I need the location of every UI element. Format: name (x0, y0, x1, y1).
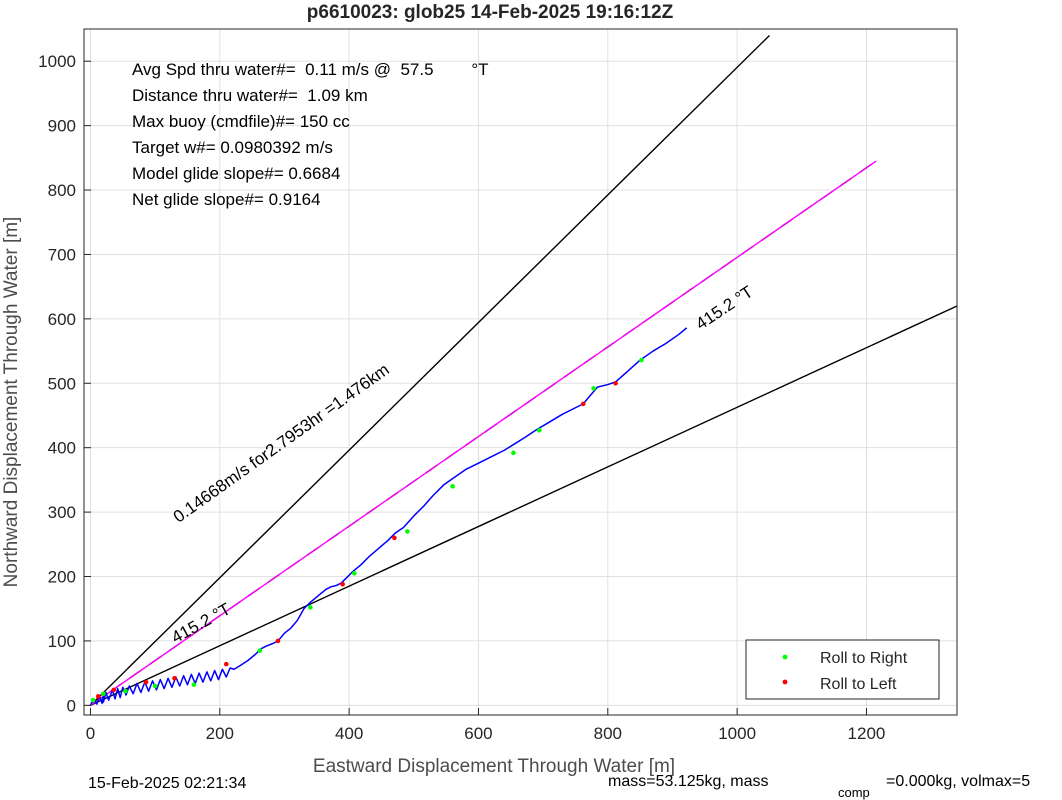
roll-right-point (591, 386, 596, 391)
y-tick-label: 500 (48, 374, 76, 393)
x-tick-label: 600 (464, 724, 492, 743)
roll-left-point (172, 675, 177, 681)
roll-left-point (613, 380, 618, 386)
roll-right-point (536, 427, 542, 433)
roll-left-point (95, 694, 101, 699)
roll-right-point (90, 697, 96, 703)
roll-left-point (392, 535, 397, 541)
x-tick-label: 0 (86, 724, 95, 743)
roll-right-point (352, 570, 357, 576)
y-tick-label: 1000 (38, 52, 76, 71)
info-line: Avg Spd thru water#= 0.11 m/s @ 57.5 °T (132, 60, 489, 79)
roll-left-point (275, 638, 281, 644)
roll-left-point (111, 687, 117, 693)
legend-marker-roll-right (782, 654, 788, 660)
legend-label-roll-left: Roll to Left (820, 676, 897, 693)
info-line: Net glide slope#= 0.9164 (132, 190, 321, 209)
x-tick-label: 1000 (718, 724, 756, 743)
x-axis-label: Eastward Displacement Through Water [m] (313, 756, 675, 777)
roll-right-point (257, 648, 263, 653)
roll-left-point (340, 581, 345, 587)
x-tick-label: 400 (335, 724, 363, 743)
info-text-block: Avg Spd thru water#= 0.11 m/s @ 57.5 °T D… (132, 60, 489, 209)
info-line: Max buoy (cmdfile)#= 150 cc (132, 112, 350, 131)
chart-title: p6610023: glob25 14-Feb-2025 19:16:12Z (307, 2, 674, 23)
x-axis-ticks: 0 200 400 600 800 1000 1200 (86, 708, 886, 743)
footer-mass-a: mass=53.125kg, mass (608, 773, 769, 790)
plot-frame (83, 28, 958, 716)
footer-mass-b: =0.000kg, volmax=5 (886, 773, 1030, 790)
reference-line-mean-heading-overlay (90, 160, 877, 706)
y-tick-label: 900 (48, 117, 76, 136)
glider-track-series (89, 327, 688, 706)
reference-line-upper-bound (89, 34, 770, 706)
roll-right-point (123, 688, 128, 694)
y-tick-label: 400 (48, 439, 76, 458)
roll-right-point (639, 357, 644, 363)
x-tick-label: 800 (594, 724, 622, 743)
roll-right-point (101, 691, 106, 697)
plot-area: 415.2 °T0.14668m/s for2.7953hr =1.476km4… (38, 28, 958, 743)
y-tick-label: 300 (48, 503, 76, 522)
legend: Roll to Right Roll to Left (745, 639, 940, 700)
footer-mass-sub: comp (838, 785, 870, 800)
y-axis-label: Northward Displacement Through Water [m] (1, 217, 22, 588)
x-tick-label: 200 (206, 724, 234, 743)
series-group (89, 327, 688, 706)
roll-left-point (223, 661, 229, 667)
roll-markers (90, 357, 644, 703)
reference-lines (89, 34, 958, 706)
info-line: Model glide slope#= 0.6684 (132, 164, 340, 183)
legend-box (745, 639, 940, 700)
roll-right-point (405, 529, 410, 534)
x-tick-label: 1200 (848, 724, 886, 743)
y-tick-label: 700 (48, 245, 76, 264)
plot-background (84, 29, 957, 715)
footer-mass-info: mass=53.125kg, mass comp =0.000kg, volmax=… (608, 773, 1030, 800)
legend-marker-roll-left (782, 679, 788, 685)
reference-line-lower-bound (90, 305, 958, 706)
y-tick-label: 600 (48, 310, 76, 329)
info-line: Distance thru water#= 1.09 km (132, 86, 368, 105)
roll-left-point (580, 401, 586, 407)
y-tick-label: 800 (48, 181, 76, 200)
y-tick-label: 0 (67, 696, 76, 715)
y-tick-label: 200 (48, 568, 76, 587)
roll-right-point (511, 450, 516, 456)
roll-right-point (191, 682, 197, 688)
y-axis-ticks: 0 100 200 300 400 500 600 700 800 900 1000 (38, 52, 91, 715)
legend-label-roll-right: Roll to Right (820, 650, 908, 667)
roll-right-point (450, 484, 455, 489)
roll-right-point (308, 605, 313, 610)
y-tick-label: 100 (48, 632, 76, 651)
footer-timestamp: 15-Feb-2025 02:21:34 (88, 775, 246, 792)
roll-left-point (143, 679, 149, 685)
roll-right-point (152, 683, 158, 689)
info-line: Target w#= 0.0980392 m/s (132, 138, 333, 157)
